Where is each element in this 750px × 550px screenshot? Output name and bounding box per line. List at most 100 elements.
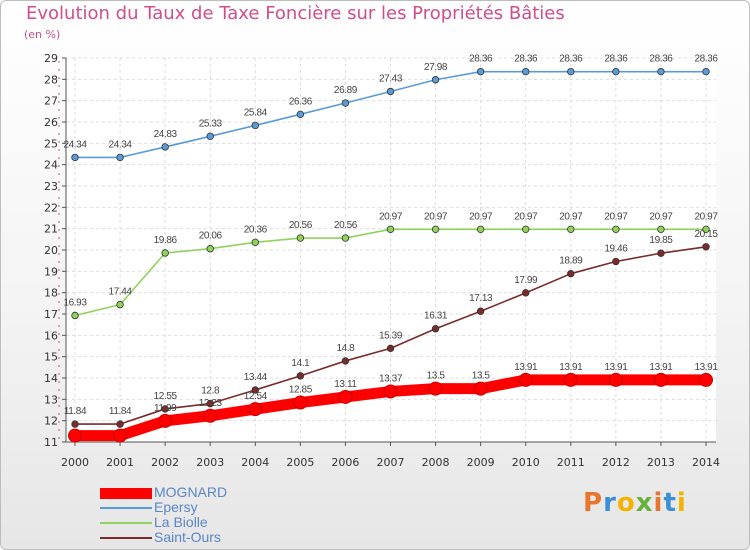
point-la-biolle bbox=[341, 234, 350, 242]
point-epersy bbox=[567, 67, 575, 76]
value-label-la-biolle: 20.97 bbox=[694, 211, 718, 222]
point-la-biolle bbox=[567, 225, 575, 234]
y-tick-label: 22 bbox=[44, 201, 58, 214]
point-saint-ours bbox=[341, 357, 350, 365]
x-tick-label: 2010 bbox=[512, 456, 540, 469]
value-label-saint-ours: 15.39 bbox=[379, 330, 403, 341]
point-epersy bbox=[612, 67, 620, 76]
proxiti-logo: Proxiti bbox=[583, 488, 687, 518]
value-label-epersy: 28.36 bbox=[469, 54, 493, 65]
y-tick-label: 17 bbox=[44, 308, 58, 321]
value-label-la-biolle: 20.97 bbox=[379, 211, 403, 222]
point-epersy bbox=[206, 132, 214, 140]
point-mognard bbox=[338, 389, 353, 404]
value-label-saint-ours: 19.85 bbox=[649, 235, 673, 246]
y-tick-label: 21 bbox=[44, 223, 58, 236]
value-label-epersy: 28.36 bbox=[559, 54, 583, 65]
x-tick-label: 2009 bbox=[467, 456, 495, 469]
point-mognard bbox=[518, 372, 533, 387]
point-epersy bbox=[702, 67, 710, 76]
point-epersy bbox=[657, 67, 665, 76]
point-saint-ours bbox=[251, 386, 259, 394]
y-tick-label: 29 bbox=[44, 52, 58, 65]
series-layer bbox=[68, 67, 713, 443]
value-label-epersy: 24.34 bbox=[109, 139, 133, 150]
point-mognard bbox=[158, 413, 173, 428]
value-label-epersy: 25.84 bbox=[244, 107, 268, 118]
logo-letter: i bbox=[653, 488, 664, 518]
point-mognard bbox=[428, 381, 443, 396]
point-epersy bbox=[251, 121, 259, 130]
x-tick-label: 2002 bbox=[151, 456, 179, 469]
axes: 11 12 13 14 15 16 17 18 19 20 21 22 23 24 25 26 27 28 29 20… bbox=[44, 52, 720, 469]
value-label-saint-ours: 19.46 bbox=[604, 244, 628, 255]
value-label-saint-ours: 11.84 bbox=[109, 406, 132, 417]
x-tick-label: 2014 bbox=[692, 456, 720, 469]
point-saint-ours bbox=[476, 307, 485, 315]
point-epersy bbox=[476, 67, 485, 76]
point-mognard bbox=[563, 372, 578, 387]
value-label-la-biolle: 17.44 bbox=[109, 287, 133, 298]
value-label-mognard: 13.91 bbox=[514, 362, 538, 373]
point-mognard bbox=[653, 372, 668, 387]
logo-letter: P bbox=[583, 488, 604, 518]
value-label-epersy: 28.36 bbox=[604, 54, 628, 65]
point-la-biolle bbox=[71, 311, 79, 320]
x-tick-label: 2012 bbox=[602, 456, 630, 469]
y-tick-label: 16 bbox=[44, 329, 58, 342]
y-tick-label: 27 bbox=[44, 95, 58, 108]
legend-label: Saint-Ours bbox=[154, 529, 221, 545]
point-saint-ours bbox=[702, 243, 710, 251]
point-epersy bbox=[386, 87, 395, 96]
point-la-biolle bbox=[431, 225, 440, 234]
legend-label: La Biolle bbox=[154, 514, 208, 530]
point-saint-ours bbox=[431, 325, 440, 333]
y-tick-label: 19 bbox=[44, 265, 58, 278]
x-tick-label: 2007 bbox=[377, 456, 405, 469]
point-epersy bbox=[522, 67, 530, 76]
legend-swatch bbox=[100, 522, 152, 524]
value-label-epersy: 26.89 bbox=[334, 85, 358, 96]
value-label-la-biolle: 20.56 bbox=[334, 220, 358, 231]
point-la-biolle bbox=[116, 300, 124, 309]
x-tick-label: 2006 bbox=[331, 456, 359, 469]
value-label-la-biolle: 20.36 bbox=[244, 224, 268, 235]
y-tick-label: 26 bbox=[44, 116, 58, 129]
value-label-la-biolle: 20.56 bbox=[289, 220, 313, 231]
point-saint-ours bbox=[612, 257, 620, 266]
point-mognard bbox=[608, 372, 623, 387]
value-label-saint-ours: 14.1 bbox=[291, 358, 310, 369]
value-label-la-biolle: 20.97 bbox=[649, 211, 673, 222]
point-saint-ours bbox=[116, 420, 124, 428]
point-la-biolle bbox=[522, 225, 530, 234]
value-label-la-biolle: 20.97 bbox=[559, 211, 583, 222]
unit-label: (en %) bbox=[24, 28, 61, 41]
value-label-mognard: 13.37 bbox=[379, 373, 403, 384]
y-tick-label: 25 bbox=[44, 137, 58, 150]
point-saint-ours bbox=[522, 289, 530, 297]
value-label-mognard: 12.85 bbox=[289, 385, 313, 396]
point-saint-ours bbox=[71, 420, 79, 428]
y-tick-label: 13 bbox=[44, 393, 58, 406]
value-label-mognard: 13.91 bbox=[649, 362, 673, 373]
value-label-epersy: 28.36 bbox=[649, 54, 673, 65]
y-tick-label: 14 bbox=[44, 372, 58, 385]
value-label-saint-ours: 14.8 bbox=[336, 343, 355, 354]
value-label-saint-ours: 17.99 bbox=[514, 275, 538, 286]
value-label-saint-ours: 13.44 bbox=[244, 372, 268, 383]
x-tick-label: 2013 bbox=[647, 456, 675, 469]
point-epersy bbox=[71, 153, 79, 162]
x-tick-label: 2003 bbox=[196, 456, 224, 469]
point-la-biolle bbox=[296, 234, 305, 242]
point-mognard bbox=[248, 402, 263, 417]
point-epersy bbox=[296, 110, 305, 119]
value-label-mognard: 12.23 bbox=[199, 398, 223, 409]
value-label-epersy: 27.98 bbox=[424, 62, 448, 73]
legend-swatch bbox=[100, 537, 152, 539]
value-label-mognard: 13.5 bbox=[427, 371, 446, 382]
legend-label: Epersy bbox=[154, 499, 198, 515]
value-label-la-biolle: 20.97 bbox=[424, 211, 448, 222]
point-la-biolle bbox=[702, 225, 710, 234]
value-label-mognard: 12.54 bbox=[244, 391, 268, 402]
value-label-la-biolle: 19.86 bbox=[154, 235, 178, 246]
